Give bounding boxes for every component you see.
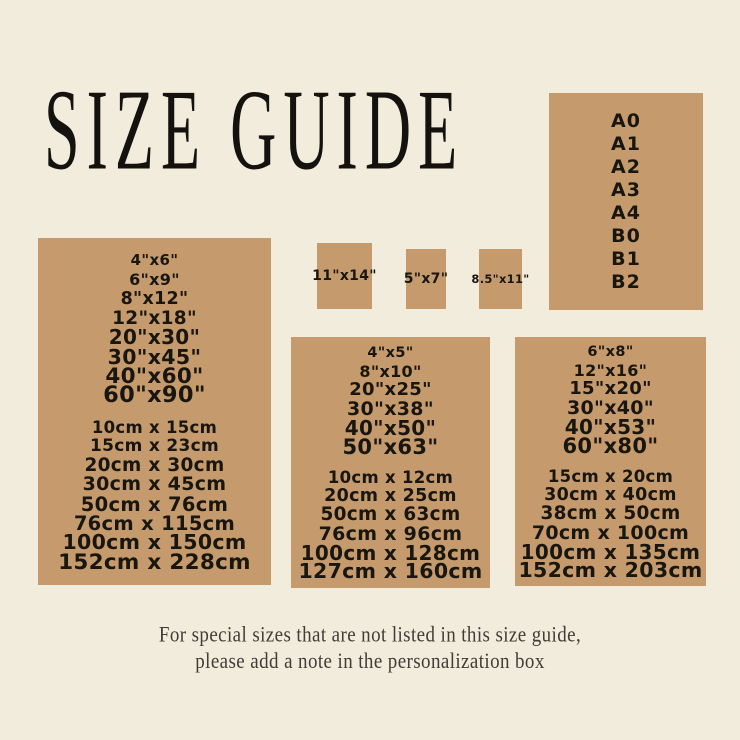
- size-line: 15cm x 23cm: [89, 435, 219, 456]
- footer-note-line1: For special sizes that are not listed in…: [158, 623, 582, 648]
- right-size-panel: 6"x8" 12"x16" 15"x20" 30"x40" 40"x53" 60"x80"…: [515, 337, 706, 586]
- size-line: 15"x20": [569, 378, 652, 400]
- small-size-panel-8-5x11: 8.5"x11": [471, 249, 529, 309]
- size-line: A2: [611, 155, 641, 178]
- size-line: 40"x50": [344, 415, 437, 440]
- size-label: 11"x14": [312, 268, 377, 284]
- left-inch-size-list: 4"x6" 6"x9" 8"x12" 12"x18" 20"x30" 30"x45" 40"…: [103, 251, 206, 409]
- size-line: 40"x53": [564, 414, 657, 439]
- a-series-size-panel: A0 A1 A2 A3 A4 B0 B1 B2: [549, 93, 703, 310]
- size-line: 50cm x 63cm: [320, 504, 461, 526]
- size-line: A4: [611, 201, 641, 224]
- size-line: 20cm x 30cm: [84, 455, 225, 477]
- size-line: B1: [611, 247, 641, 270]
- footer-note-line2: please add a note in the personalization…: [195, 649, 545, 674]
- size-line: 10cm x 15cm: [91, 417, 218, 437]
- size-line: 10cm x 12cm: [327, 467, 454, 487]
- size-line: 152cm x 203cm: [518, 558, 703, 583]
- size-line: 60"x90": [103, 382, 206, 409]
- size-line: A0: [611, 109, 641, 132]
- size-line: 4"x5": [367, 344, 414, 361]
- size-line: 50"x63": [342, 434, 439, 459]
- a-series-size-list: A0 A1 A2 A3 A4 B0 B1 B2: [611, 110, 641, 294]
- footer-note: For special sizes that are not listed in…: [0, 622, 740, 675]
- size-label: 5"x7": [403, 271, 449, 287]
- size-line: 30cm x 45cm: [82, 473, 227, 496]
- size-line: 76cm x 96cm: [318, 522, 463, 545]
- size-line: 38cm x 50cm: [540, 503, 681, 525]
- middle-cm-size-list: 10cm x 12cm 20cm x 25cm 50cm x 63cm 76cm x …: [298, 467, 483, 584]
- size-line: 50cm x 76cm: [80, 492, 229, 516]
- page-title: SIZE GUIDE: [44, 65, 465, 194]
- size-line: 8"x12": [120, 288, 189, 309]
- right-cm-size-list: 15cm x 20cm 30cm x 40cm 38cm x 50cm 70cm x …: [518, 466, 703, 583]
- size-line: B2: [611, 270, 641, 293]
- left-size-panel: 4"x6" 6"x9" 8"x12" 12"x18" 20"x30" 30"x45" 40"…: [38, 238, 271, 585]
- size-line: 30"x40": [566, 397, 655, 420]
- size-line: 40"x60": [105, 363, 204, 389]
- small-size-panel-11x14: 11"x14": [312, 243, 377, 309]
- size-line: 30cm x 40cm: [544, 485, 677, 506]
- size-line: 100cm x 135cm: [520, 539, 701, 564]
- size-line: 12"x16": [573, 360, 648, 380]
- middle-size-panel: 4"x5" 8"x10" 20"x25" 30"x38" 40"x50" 50"x63" …: [291, 337, 490, 588]
- right-inch-size-list: 6"x8" 12"x16" 15"x20" 30"x40" 40"x53" 60"x80": [563, 343, 659, 456]
- size-line: B0: [611, 224, 641, 247]
- left-cm-size-list: 10cm x 15cm 15cm x 23cm 20cm x 30cm 30cm x …: [58, 417, 251, 575]
- size-line: 76cm x 115cm: [73, 511, 236, 535]
- size-line: 30"x45": [107, 344, 202, 369]
- size-line: 15cm x 20cm: [547, 466, 674, 486]
- size-line: 30"x38": [346, 398, 435, 421]
- size-line: 20"x30": [108, 325, 201, 350]
- size-line: 4"x6": [130, 251, 179, 270]
- middle-inch-size-list: 4"x5" 8"x10" 20"x25" 30"x38" 40"x50" 50"x63": [343, 344, 439, 457]
- size-line: 100cm x 150cm: [62, 530, 247, 555]
- size-line: 6"x9": [129, 270, 180, 290]
- size-line: 8"x10": [359, 361, 422, 381]
- size-line: A3: [611, 178, 641, 201]
- size-line: 20"x25": [349, 379, 432, 401]
- size-line: 60"x80": [562, 433, 659, 458]
- size-line: 20cm x 25cm: [324, 486, 457, 507]
- size-label: 8.5"x11": [471, 272, 530, 286]
- size-line: A1: [611, 132, 641, 155]
- size-line: 70cm x 100cm: [531, 521, 690, 544]
- size-line: 127cm x 160cm: [298, 559, 483, 584]
- size-line: 152cm x 228cm: [58, 549, 251, 575]
- size-line: 12"x18": [112, 308, 197, 330]
- size-line: 6"x8": [587, 343, 634, 360]
- small-size-panel-5x7: 5"x7": [403, 249, 449, 309]
- size-line: 100cm x 128cm: [300, 540, 481, 565]
